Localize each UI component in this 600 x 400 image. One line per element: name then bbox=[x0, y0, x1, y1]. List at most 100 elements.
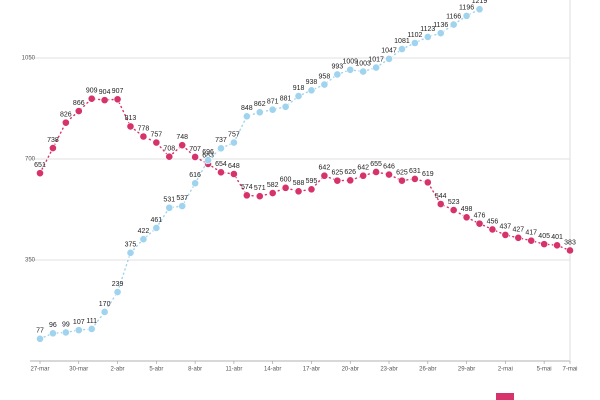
value-label: 476 bbox=[474, 212, 486, 219]
point bbox=[230, 138, 238, 147]
value-label: 1196 bbox=[459, 5, 474, 12]
value-label: 1166 bbox=[446, 13, 461, 20]
value-label: 625 bbox=[331, 169, 343, 176]
value-label: 456 bbox=[487, 218, 499, 225]
point bbox=[359, 67, 368, 76]
point bbox=[242, 191, 251, 200]
value-label: 498 bbox=[461, 206, 473, 213]
point bbox=[152, 138, 161, 147]
x-tick-label: 17-abr bbox=[303, 367, 320, 373]
value-label: 1047 bbox=[381, 48, 397, 55]
point bbox=[255, 108, 264, 117]
value-label: 96 bbox=[49, 322, 57, 329]
value-label: 1102 bbox=[407, 32, 422, 39]
x-tick-label: 26-abr bbox=[419, 367, 436, 373]
x-tick-label: 14-abr bbox=[264, 367, 281, 373]
value-label: 588 bbox=[293, 180, 305, 187]
value-label: 871 bbox=[267, 98, 279, 105]
point bbox=[61, 118, 70, 127]
point bbox=[165, 203, 174, 212]
point bbox=[462, 213, 471, 222]
y-tick-label: 1050 bbox=[22, 56, 36, 62]
point bbox=[359, 171, 368, 180]
point bbox=[36, 334, 44, 343]
value-label: 405 bbox=[538, 233, 550, 240]
point bbox=[307, 86, 316, 95]
series-line bbox=[39, 97, 571, 252]
point bbox=[436, 29, 445, 38]
point bbox=[152, 224, 161, 232]
point bbox=[475, 5, 484, 14]
point bbox=[191, 179, 200, 188]
value-label: 383 bbox=[564, 239, 576, 246]
value-label: 531 bbox=[163, 197, 175, 204]
value-label: 881 bbox=[280, 96, 292, 103]
value-label: 437 bbox=[500, 224, 512, 231]
value-label: 642 bbox=[319, 165, 331, 172]
point bbox=[126, 248, 135, 257]
value-label: 600 bbox=[280, 177, 292, 184]
point bbox=[49, 329, 57, 338]
value-label: 737 bbox=[215, 137, 227, 144]
point bbox=[501, 230, 510, 239]
value-label: 708 bbox=[163, 146, 175, 153]
point bbox=[320, 80, 329, 89]
x-tick-label: 20-abr bbox=[342, 367, 359, 373]
value-label: 683 bbox=[202, 153, 214, 160]
value-label: 99 bbox=[62, 321, 70, 328]
value-label: 111 bbox=[86, 318, 97, 325]
value-label: 696 bbox=[202, 149, 214, 156]
point bbox=[423, 178, 432, 187]
value-label: 707 bbox=[189, 146, 201, 153]
point bbox=[449, 20, 458, 29]
point bbox=[242, 112, 251, 121]
point bbox=[475, 219, 484, 228]
value-label: 619 bbox=[422, 171, 434, 178]
value-label: 170 bbox=[99, 301, 111, 308]
value-label: 77 bbox=[36, 328, 44, 335]
x-tick-label: 8-abr bbox=[188, 367, 202, 373]
x-tick-label: 29-abr bbox=[458, 367, 475, 373]
value-label: 1003 bbox=[355, 60, 371, 67]
point bbox=[514, 233, 523, 242]
point bbox=[255, 192, 264, 201]
point bbox=[553, 241, 561, 250]
value-label: 582 bbox=[267, 182, 279, 189]
point bbox=[178, 202, 187, 210]
point bbox=[126, 122, 135, 131]
value-label: 574 bbox=[241, 184, 253, 191]
value-label: 958 bbox=[319, 73, 331, 80]
x-tick-label: 30-mar bbox=[69, 367, 88, 373]
value-label: 1219 bbox=[472, 0, 488, 5]
value-label: 862 bbox=[254, 101, 266, 108]
value-label: 993 bbox=[331, 63, 343, 70]
value-label: 909 bbox=[86, 88, 98, 95]
value-label: 523 bbox=[448, 199, 460, 206]
value-label: 1123 bbox=[420, 26, 435, 33]
point bbox=[204, 156, 212, 165]
point bbox=[268, 105, 277, 114]
x-tick-label: 2-abr bbox=[111, 367, 125, 373]
value-label: 654 bbox=[215, 161, 227, 168]
x-tick-label: 11-abr bbox=[225, 367, 242, 373]
value-label: 239 bbox=[112, 281, 124, 288]
point bbox=[527, 236, 536, 245]
value-label: 625 bbox=[396, 169, 408, 176]
x-tick-label: 2-mai bbox=[498, 367, 513, 373]
point bbox=[372, 63, 380, 72]
point bbox=[398, 45, 406, 53]
logo bbox=[496, 393, 514, 400]
point bbox=[87, 94, 96, 103]
point bbox=[410, 175, 419, 183]
point bbox=[540, 240, 549, 249]
y-tick-label: 350 bbox=[25, 258, 36, 264]
value-label: 651 bbox=[34, 162, 46, 169]
point bbox=[346, 176, 355, 185]
point bbox=[333, 176, 342, 185]
point bbox=[346, 65, 355, 74]
point bbox=[294, 92, 303, 100]
point bbox=[436, 200, 445, 208]
point bbox=[488, 225, 497, 234]
point bbox=[566, 246, 574, 255]
